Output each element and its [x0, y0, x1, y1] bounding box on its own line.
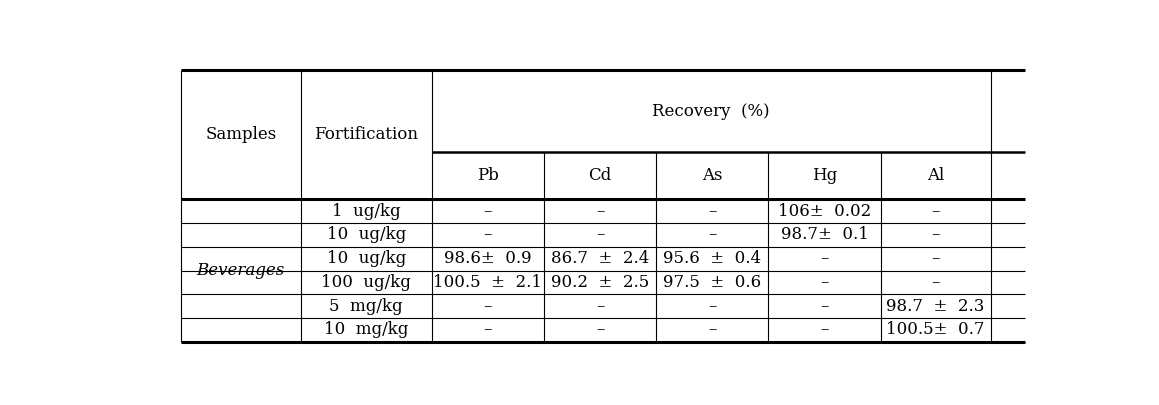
Text: –: – [821, 274, 829, 291]
Text: –: – [708, 298, 716, 315]
Text: As: As [702, 167, 722, 184]
Text: –: – [821, 250, 829, 267]
Text: 100  ug/kg: 100 ug/kg [321, 274, 411, 291]
Text: 97.5  ±  0.6: 97.5 ± 0.6 [663, 274, 761, 291]
Text: Al: Al [927, 167, 945, 184]
Text: 10  ug/kg: 10 ug/kg [327, 226, 406, 243]
Text: –: – [596, 202, 604, 220]
Text: 10  ug/kg: 10 ug/kg [327, 250, 406, 267]
Text: –: – [821, 298, 829, 315]
Text: 98.6±  0.9: 98.6± 0.9 [444, 250, 532, 267]
Text: –: – [596, 226, 604, 243]
Text: –: – [483, 322, 491, 338]
Text: –: – [708, 322, 716, 338]
Text: –: – [932, 274, 940, 291]
Text: 95.6  ±  0.4: 95.6 ± 0.4 [663, 250, 761, 267]
Text: Cd: Cd [589, 167, 612, 184]
Text: 100.5±  0.7: 100.5± 0.7 [887, 322, 985, 338]
Text: 98.7±  0.1: 98.7± 0.1 [781, 226, 868, 243]
Text: –: – [596, 322, 604, 338]
Text: 86.7  ±  2.4: 86.7 ± 2.4 [551, 250, 649, 267]
Text: Beverages: Beverages [197, 262, 285, 279]
Text: 10  mg/kg: 10 mg/kg [325, 322, 408, 338]
Text: Pb: Pb [476, 167, 498, 184]
Text: 5  mg/kg: 5 mg/kg [329, 298, 403, 315]
Text: 100.5  ±  2.1: 100.5 ± 2.1 [433, 274, 542, 291]
Text: –: – [821, 322, 829, 338]
Text: –: – [708, 226, 716, 243]
Text: –: – [596, 298, 604, 315]
Text: –: – [483, 298, 491, 315]
Text: 98.7  ±  2.3: 98.7 ± 2.3 [887, 298, 985, 315]
Text: Fortification: Fortification [314, 126, 418, 143]
Text: –: – [483, 226, 491, 243]
Text: –: – [483, 202, 491, 220]
Text: 90.2  ±  2.5: 90.2 ± 2.5 [551, 274, 649, 291]
Text: Recovery  (%): Recovery (%) [653, 102, 770, 119]
Text: Samples: Samples [205, 126, 276, 143]
Text: 106±  0.02: 106± 0.02 [778, 202, 872, 220]
Text: –: – [932, 250, 940, 267]
Text: –: – [708, 202, 716, 220]
Text: –: – [932, 226, 940, 243]
Text: Hg: Hg [812, 167, 837, 184]
Text: –: – [932, 202, 940, 220]
Text: 1  ug/kg: 1 ug/kg [331, 202, 401, 220]
